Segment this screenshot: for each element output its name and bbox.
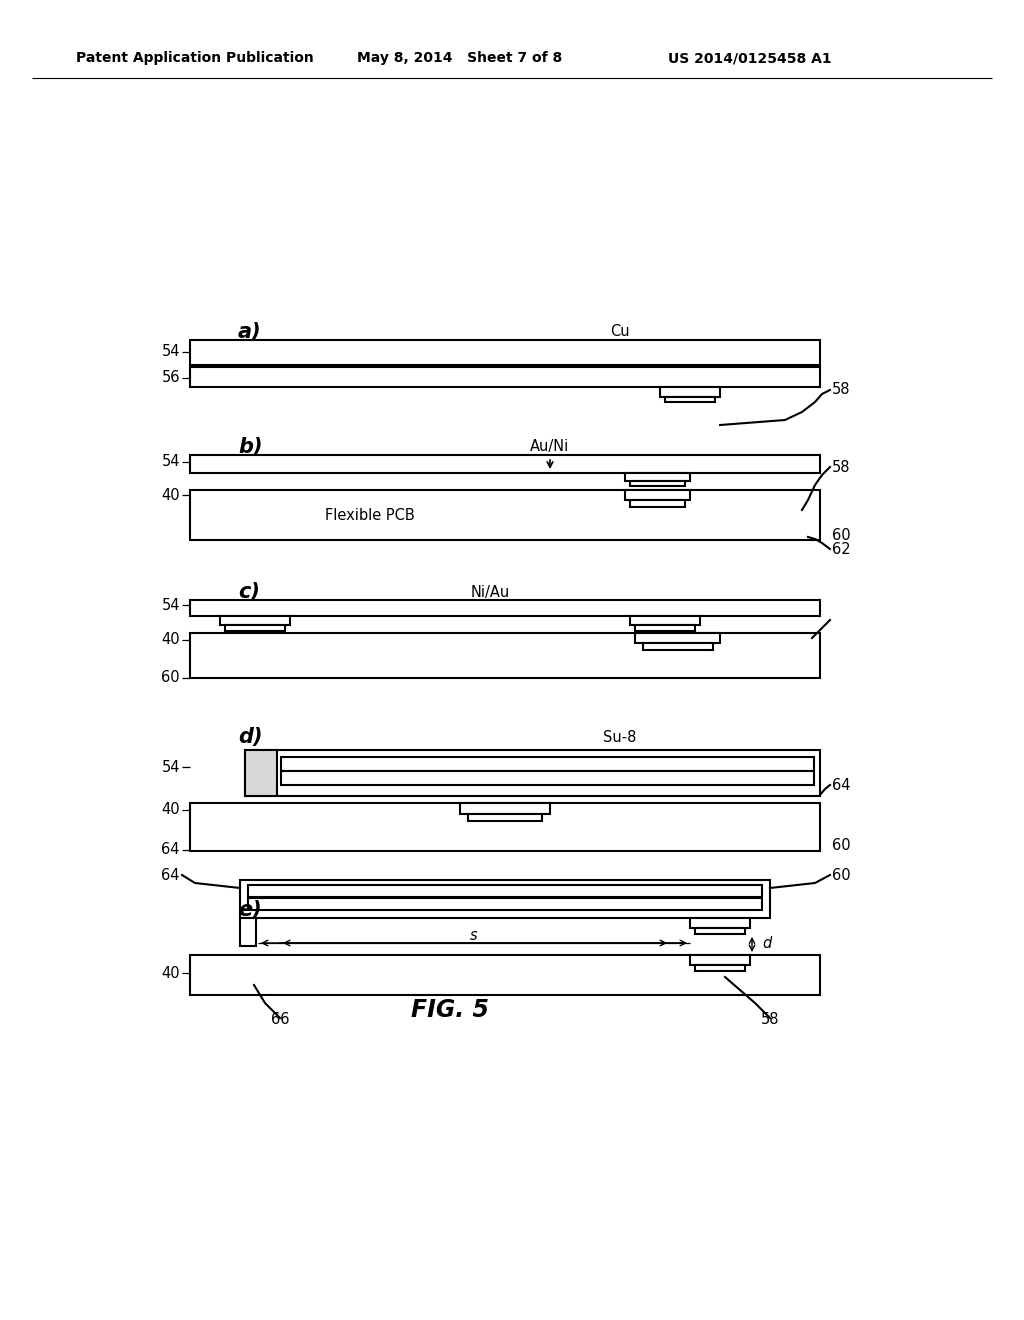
Text: 40: 40 bbox=[162, 965, 180, 981]
Text: 58: 58 bbox=[761, 1012, 779, 1027]
Bar bbox=[625, 473, 690, 480]
Text: 58: 58 bbox=[831, 383, 851, 397]
Text: Cu: Cu bbox=[610, 325, 630, 339]
Bar bbox=[665, 397, 715, 403]
Text: 40: 40 bbox=[162, 803, 180, 817]
Bar bbox=[190, 601, 820, 616]
Bar bbox=[635, 624, 695, 631]
Bar bbox=[460, 803, 550, 814]
Text: Flexible PCB: Flexible PCB bbox=[326, 507, 415, 523]
Text: 56: 56 bbox=[162, 371, 180, 385]
Text: s: s bbox=[470, 928, 478, 942]
Text: 54: 54 bbox=[162, 759, 180, 775]
Bar bbox=[643, 643, 713, 649]
Bar bbox=[660, 387, 720, 397]
Bar bbox=[690, 917, 750, 928]
Text: May 8, 2014   Sheet 7 of 8: May 8, 2014 Sheet 7 of 8 bbox=[357, 51, 562, 65]
Bar bbox=[190, 367, 820, 387]
Bar bbox=[468, 814, 542, 821]
Text: US 2014/0125458 A1: US 2014/0125458 A1 bbox=[669, 51, 831, 65]
Text: d): d) bbox=[238, 727, 262, 747]
Text: 66: 66 bbox=[270, 1012, 289, 1027]
Text: c): c) bbox=[238, 582, 260, 602]
Bar bbox=[248, 884, 762, 898]
Bar bbox=[690, 954, 750, 965]
Text: a): a) bbox=[238, 322, 261, 342]
Text: e): e) bbox=[238, 900, 261, 920]
Bar bbox=[625, 490, 690, 500]
Bar bbox=[630, 500, 685, 507]
Bar bbox=[281, 756, 814, 771]
Text: b): b) bbox=[238, 437, 262, 457]
Text: Ni/Au: Ni/Au bbox=[470, 585, 510, 599]
Text: 64: 64 bbox=[162, 867, 180, 883]
Text: Au/Ni: Au/Ni bbox=[530, 440, 569, 454]
Bar bbox=[190, 634, 820, 678]
Bar bbox=[190, 803, 820, 851]
Text: FIG. 5: FIG. 5 bbox=[411, 998, 489, 1022]
Bar bbox=[240, 917, 256, 946]
Bar bbox=[245, 750, 820, 796]
Text: 60: 60 bbox=[831, 837, 851, 853]
Bar bbox=[190, 954, 820, 995]
Bar bbox=[190, 490, 820, 540]
Text: 64: 64 bbox=[162, 842, 180, 858]
Text: d: d bbox=[762, 936, 771, 952]
Text: 60: 60 bbox=[831, 867, 851, 883]
Text: 54: 54 bbox=[162, 454, 180, 470]
Text: 62: 62 bbox=[831, 541, 851, 557]
Bar bbox=[190, 455, 820, 473]
Bar bbox=[635, 634, 720, 643]
Bar bbox=[281, 771, 814, 785]
Text: 60: 60 bbox=[831, 528, 851, 543]
Text: Su-8: Su-8 bbox=[603, 730, 637, 744]
Text: 60: 60 bbox=[162, 671, 180, 685]
Bar bbox=[695, 928, 745, 935]
Text: 40: 40 bbox=[162, 487, 180, 503]
Text: 40: 40 bbox=[162, 632, 180, 648]
Bar bbox=[220, 616, 290, 624]
Bar bbox=[190, 341, 820, 366]
Text: 64: 64 bbox=[831, 777, 851, 792]
Text: 54: 54 bbox=[162, 345, 180, 359]
Text: Patent Application Publication: Patent Application Publication bbox=[76, 51, 314, 65]
Bar bbox=[245, 750, 278, 796]
Bar bbox=[248, 898, 762, 909]
Bar bbox=[630, 480, 685, 486]
Text: 54: 54 bbox=[162, 598, 180, 612]
Bar bbox=[695, 965, 745, 972]
Bar bbox=[240, 880, 770, 917]
Bar bbox=[225, 624, 285, 631]
Bar bbox=[630, 616, 700, 624]
Text: 58: 58 bbox=[831, 459, 851, 474]
